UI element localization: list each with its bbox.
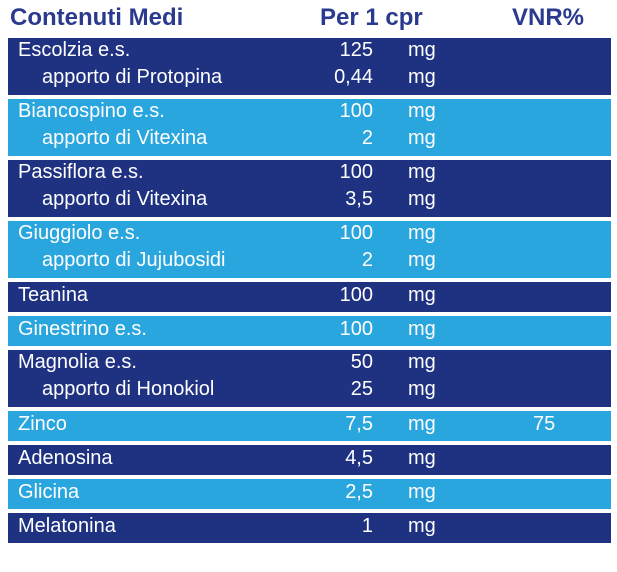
ingredient-unit: mg [408, 481, 436, 503]
ingredient-quantity: 25 [350, 378, 373, 400]
table-row: Escolzia e.s. 125 mg apporto di Protopina 0,… [8, 38, 611, 95]
row-main-line: Glicina 2,5 mg [8, 481, 611, 507]
ingredient-quantity: 100 [339, 100, 373, 122]
ingredient-name: apporto di Honokiol [42, 378, 215, 400]
ingredient-name: Magnolia e.s. [18, 351, 137, 373]
row-main-line: Biancospino e.s. 100 mg [8, 100, 611, 126]
ingredient-name: Zinco [18, 413, 67, 435]
ingredient-quantity: 50 [350, 351, 373, 373]
ingredient-unit: mg [408, 284, 436, 306]
table-row: Giuggiolo e.s. 100 mg apporto di Jujubosidi… [8, 221, 611, 278]
table-row: Magnolia e.s. 50 mg apporto di Honokiol 25 mg [8, 350, 611, 407]
ingredient-unit: mg [408, 249, 436, 271]
ingredient-quantity: 100 [339, 284, 373, 306]
ingredient-unit: mg [408, 413, 436, 435]
ingredient-unit: mg [408, 127, 436, 149]
ingredient-name: apporto di Vitexina [42, 188, 208, 210]
ingredient-quantity: 2 [361, 249, 373, 271]
row-sub-line: apporto di Vitexina 2 mg [8, 127, 611, 153]
ingredient-quantity: 2,5 [345, 481, 373, 503]
row-sub-line: apporto di Jujubosidi 2 mg [8, 249, 611, 275]
row-sub-line: apporto di Protopina 0,44 mg [8, 66, 611, 92]
ingredient-unit: mg [408, 100, 436, 122]
row-main-line: Zinco 7,5 mg 75 [8, 413, 611, 439]
ingredient-unit: mg [408, 66, 436, 88]
ingredient-quantity: 2 [361, 127, 373, 149]
ingredient-quantity: 3,5 [345, 188, 373, 210]
table-row: Biancospino e.s. 100 mg apporto di Vitexina… [8, 99, 611, 156]
ingredient-vnr: 75 [533, 413, 556, 435]
row-main-line: Passiflora e.s. 100 mg [8, 161, 611, 187]
ingredient-unit: mg [408, 161, 436, 183]
ingredient-unit: mg [408, 188, 436, 210]
ingredient-name: apporto di Protopina [42, 66, 223, 88]
ingredient-unit: mg [408, 447, 436, 469]
ingredient-quantity: 125 [339, 39, 373, 61]
table-row: Adenosina 4,5 mg [8, 445, 611, 475]
ingredient-name: Biancospino e.s. [18, 100, 165, 122]
ingredient-quantity: 100 [339, 222, 373, 244]
ingredient-quantity: 4,5 [345, 447, 373, 469]
ingredient-name: apporto di Jujubosidi [42, 249, 226, 271]
ingredient-unit: mg [408, 351, 436, 373]
table-header: Contenuti Medi Per 1 cpr VNR% [0, 0, 617, 36]
row-sub-line: apporto di Vitexina 3,5 mg [8, 188, 611, 214]
row-main-line: Adenosina 4,5 mg [8, 447, 611, 473]
row-main-line: Ginestrino e.s. 100 mg [8, 318, 611, 344]
row-main-line: Escolzia e.s. 125 mg [8, 39, 611, 65]
ingredient-name: Escolzia e.s. [18, 39, 131, 61]
ingredient-name: Glicina [18, 481, 80, 503]
row-main-line: Teanina 100 mg [8, 284, 611, 310]
row-sub-line: apporto di Honokiol 25 mg [8, 378, 611, 404]
nutrition-table: Escolzia e.s. 125 mg apporto di Protopina 0,… [8, 38, 611, 547]
row-main-line: Giuggiolo e.s. 100 mg [8, 222, 611, 248]
ingredient-quantity: 1 [361, 515, 373, 537]
table-row: Melatonina 1 mg [8, 513, 611, 543]
ingredient-quantity: 100 [339, 161, 373, 183]
table-row: Passiflora e.s. 100 mg apporto di Vitexina 3… [8, 160, 611, 217]
ingredient-unit: mg [408, 515, 436, 537]
ingredient-unit: mg [408, 222, 436, 244]
ingredient-quantity: 0,44 [334, 66, 373, 88]
table-row: Zinco 7,5 mg 75 [8, 411, 611, 441]
ingredient-name: Ginestrino e.s. [18, 318, 147, 340]
ingredient-unit: mg [408, 39, 436, 61]
ingredient-quantity: 7,5 [345, 413, 373, 435]
ingredient-unit: mg [408, 318, 436, 340]
header-vnr: VNR% [512, 4, 585, 31]
ingredient-name: Passiflora e.s. [18, 161, 144, 183]
table-row: Teanina 100 mg [8, 282, 611, 312]
ingredient-name: Teanina [18, 284, 89, 306]
ingredient-name: Adenosina [18, 447, 113, 469]
row-main-line: Magnolia e.s. 50 mg [8, 351, 611, 377]
ingredient-quantity: 100 [339, 318, 373, 340]
ingredient-unit: mg [408, 378, 436, 400]
row-main-line: Melatonina 1 mg [8, 515, 611, 541]
ingredient-name: Giuggiolo e.s. [18, 222, 141, 244]
table-row: Ginestrino e.s. 100 mg [8, 316, 611, 346]
ingredient-name: apporto di Vitexina [42, 127, 208, 149]
table-row: Glicina 2,5 mg [8, 479, 611, 509]
header-contenuti: Contenuti Medi [10, 4, 184, 31]
header-per-cpr: Per 1 cpr [320, 4, 423, 31]
ingredient-name: Melatonina [18, 515, 116, 537]
